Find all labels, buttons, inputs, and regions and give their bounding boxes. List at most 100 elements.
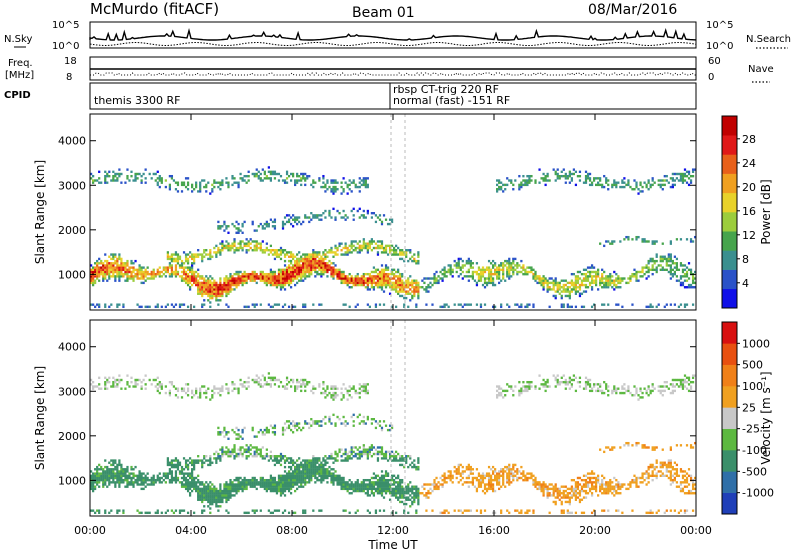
- power-cell: [425, 277, 428, 280]
- power-cell: [491, 266, 495, 269]
- velocity-cell: [209, 500, 212, 504]
- velocity-cell: [257, 431, 260, 434]
- velocity-cell: [380, 481, 384, 484]
- velocity-cell: [223, 452, 226, 456]
- power-cell: [310, 218, 313, 221]
- power-cell: [542, 172, 545, 176]
- velocity-cell: [334, 457, 337, 460]
- velocity-cell: [253, 483, 256, 486]
- velocity-cell: [281, 385, 285, 388]
- power-cell: [217, 246, 220, 250]
- power-cell: [651, 177, 654, 180]
- power-cell: [158, 272, 161, 276]
- velocity-cell: [245, 511, 248, 515]
- power-cell: [380, 272, 384, 276]
- velocity-cell: [364, 485, 367, 488]
- power-cell: [231, 174, 234, 178]
- power-cell: [366, 303, 369, 306]
- power-cell: [681, 268, 685, 271]
- velocity-cell: [306, 461, 309, 464]
- velocity-cell: [96, 470, 99, 473]
- velocity-cell: [386, 474, 390, 477]
- power-cell: [241, 246, 244, 250]
- power-cell: [403, 296, 406, 300]
- velocity-cell: [382, 420, 386, 423]
- power-cell: [352, 244, 355, 248]
- power-cell: [130, 174, 133, 178]
- power-cell: [370, 249, 373, 252]
- power-cell: [100, 270, 103, 274]
- power-cell: [332, 266, 335, 269]
- power-cell: [661, 255, 664, 258]
- power-cell: [138, 305, 141, 309]
- velocity-cell: [281, 489, 285, 493]
- power-cell: [502, 272, 505, 276]
- velocity-cell: [277, 489, 281, 493]
- velocity-cell: [285, 376, 289, 379]
- power-cell: [415, 259, 418, 263]
- power-cell: [613, 288, 616, 291]
- power-cell: [417, 292, 420, 295]
- power-cell: [174, 257, 178, 261]
- power-cell: [669, 303, 672, 306]
- power-cell: [397, 277, 400, 280]
- velocity-cell: [384, 424, 388, 427]
- power-cell: [502, 262, 505, 265]
- power-cell: [152, 275, 155, 278]
- power-cell: [285, 281, 289, 285]
- power-cell: [348, 251, 351, 254]
- velocity-cell: [221, 450, 224, 454]
- power-cell: [197, 292, 200, 295]
- velocity-cell: [350, 387, 353, 390]
- power-cell: [231, 244, 234, 248]
- power-cell: [300, 179, 303, 182]
- power-cell: [643, 238, 646, 241]
- velocity-cell: [120, 463, 123, 467]
- power-cell: [124, 181, 127, 184]
- power-cell: [92, 266, 95, 269]
- velocity-cell: [199, 483, 202, 486]
- velocity-cell: [243, 385, 246, 388]
- velocity-cell: [263, 455, 266, 458]
- velocity-cell: [118, 463, 121, 467]
- power-cell: [203, 290, 206, 293]
- power-cell: [332, 255, 335, 258]
- velocity-cell: [261, 481, 264, 484]
- power-cell: [566, 177, 569, 180]
- velocity-cell: [354, 489, 357, 493]
- power-cell: [599, 179, 602, 182]
- power-cell: [285, 266, 289, 269]
- power-cell: [382, 214, 386, 217]
- power-cell: [457, 266, 460, 269]
- velocity-cell: [176, 476, 180, 480]
- velocity-cell: [239, 378, 242, 382]
- power-cell: [584, 283, 588, 287]
- velocity-cell: [178, 481, 182, 484]
- velocity-cell: [342, 396, 345, 399]
- power-cell: [489, 272, 493, 276]
- power-cell: [481, 272, 485, 276]
- power-cell: [578, 288, 582, 291]
- power-cell: [253, 303, 256, 306]
- power-cell: [685, 266, 689, 269]
- velocity-cell: [132, 476, 135, 480]
- velocity-cell: [304, 383, 307, 386]
- power-cell: [219, 292, 222, 295]
- velocity-cell: [195, 387, 198, 390]
- velocity-cell: [344, 457, 347, 460]
- power-cell: [615, 303, 618, 306]
- power-cell: [657, 179, 660, 182]
- power-cell: [675, 266, 679, 269]
- power-cell: [568, 290, 571, 293]
- velocity-cell: [326, 481, 329, 484]
- velocity-cell: [302, 509, 305, 512]
- power-cell: [498, 188, 501, 191]
- velocity-cell: [229, 481, 232, 484]
- velocity-cell: [294, 387, 297, 390]
- velocity-cell: [191, 478, 194, 482]
- velocity-cell: [304, 478, 307, 482]
- velocity-cell: [334, 450, 337, 454]
- velocity-cell: [106, 378, 109, 382]
- velocity-cell: [120, 476, 123, 480]
- velocity-cell: [156, 383, 159, 386]
